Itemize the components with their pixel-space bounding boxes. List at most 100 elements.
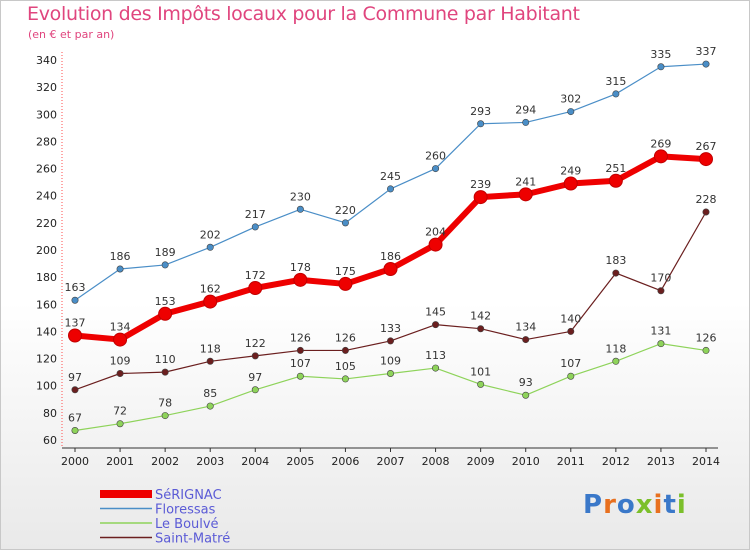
data-point: [296, 205, 304, 213]
data-point: [608, 173, 623, 188]
data-point: [341, 219, 349, 227]
data-point: [702, 60, 710, 68]
y-tick-label: 260: [36, 163, 57, 176]
x-tick-label: 2000: [61, 455, 89, 468]
data-point: [699, 152, 713, 167]
data-label: 335: [650, 48, 671, 61]
data-label: 126: [696, 331, 717, 344]
y-tick-label: 320: [36, 81, 57, 94]
data-point: [71, 296, 79, 304]
data-point: [116, 369, 124, 377]
data-label: 113: [425, 349, 446, 362]
legend-label: Le Boulvé: [155, 517, 219, 532]
data-point: [702, 346, 710, 354]
data-label: 142: [470, 310, 491, 323]
data-point: [251, 223, 259, 231]
chart-subtitle: (en € et par an): [28, 28, 115, 41]
data-point: [161, 368, 169, 376]
data-label: 107: [290, 357, 311, 370]
data-point: [206, 243, 214, 251]
data-label: 230: [290, 190, 311, 203]
data-label: 145: [425, 306, 446, 319]
y-tick-label: 240: [36, 190, 57, 203]
data-point: [702, 208, 710, 216]
data-label: 315: [605, 75, 626, 88]
data-label: 228: [696, 193, 717, 206]
data-point: [206, 402, 214, 410]
data-label: 170: [650, 272, 671, 285]
data-label: 122: [245, 337, 266, 350]
data-label: 186: [380, 250, 401, 263]
data-label: 178: [290, 261, 311, 274]
logo-letter: r: [603, 490, 617, 520]
data-label: 269: [650, 137, 671, 150]
data-point: [428, 237, 443, 252]
data-point: [567, 327, 575, 335]
chart-title: Evolution des Impôts locaux pour la Comm…: [27, 3, 580, 25]
data-label: 153: [155, 295, 176, 308]
data-point: [341, 375, 349, 383]
data-point: [473, 190, 488, 205]
data-label: 251: [605, 162, 626, 175]
data-label: 93: [519, 376, 533, 389]
data-label: 97: [68, 371, 82, 384]
data-label: 294: [515, 103, 536, 116]
data-label: 189: [155, 246, 176, 259]
data-label: 202: [200, 228, 221, 241]
data-label: 293: [470, 105, 491, 118]
data-point: [71, 386, 79, 394]
data-label: 162: [200, 283, 221, 296]
data-point: [432, 321, 440, 329]
data-point: [567, 108, 575, 116]
logo-letter: i: [676, 490, 687, 520]
proxiti-logo: Proxiti: [583, 490, 687, 520]
data-point: [518, 187, 533, 202]
data-label: 302: [560, 93, 581, 106]
data-point: [612, 90, 620, 98]
data-label: 217: [245, 208, 266, 221]
data-point: [657, 287, 665, 295]
x-tick-label: 2003: [196, 455, 224, 468]
data-point: [386, 337, 394, 345]
data-point: [206, 357, 214, 365]
data-label: 118: [605, 342, 626, 355]
y-tick-label: 140: [36, 325, 57, 338]
data-label: 249: [560, 165, 581, 178]
data-point: [522, 336, 530, 344]
data-point: [563, 176, 578, 191]
data-point: [293, 272, 308, 287]
y-tick-label: 280: [36, 135, 57, 148]
data-point: [341, 346, 349, 354]
data-point: [116, 265, 124, 273]
x-tick-label: 2007: [377, 455, 405, 468]
data-label: 78: [158, 397, 172, 410]
x-tick-label: 2010: [512, 455, 540, 468]
data-label: 85: [203, 387, 217, 400]
data-point: [296, 372, 304, 380]
data-label: 140: [560, 312, 581, 325]
data-label: 267: [696, 140, 717, 153]
x-tick-label: 2011: [557, 455, 585, 468]
data-point: [161, 412, 169, 420]
data-label: 107: [560, 357, 581, 370]
data-label: 220: [335, 204, 356, 217]
x-tick-label: 2005: [286, 455, 314, 468]
data-label: 110: [155, 353, 176, 366]
data-point: [657, 63, 665, 71]
x-tick-label: 2014: [692, 455, 720, 468]
y-tick-label: 220: [36, 217, 57, 230]
data-point: [653, 149, 668, 164]
data-label: 72: [113, 405, 127, 418]
data-label: 105: [335, 360, 356, 373]
logo-letter: P: [583, 490, 604, 520]
y-tick-label: 120: [36, 353, 57, 366]
data-point: [477, 380, 485, 388]
logo-letter: i: [653, 490, 664, 520]
y-tick-label: 160: [36, 298, 57, 311]
data-point: [432, 364, 440, 372]
x-tick-label: 2001: [106, 455, 134, 468]
data-label: 337: [696, 45, 717, 58]
data-label: 134: [110, 321, 131, 334]
data-point: [522, 118, 530, 126]
